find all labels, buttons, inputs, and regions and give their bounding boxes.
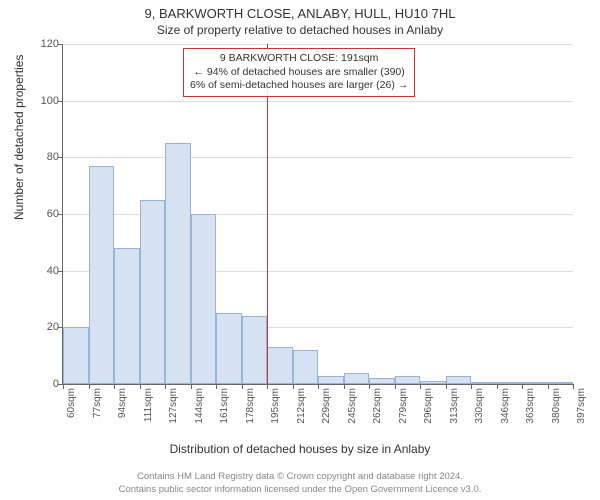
xtick-label: 229sqm	[321, 388, 332, 438]
histogram-bar	[344, 373, 370, 384]
xtick-label: 380sqm	[551, 388, 562, 438]
xtick-label: 111sqm	[143, 388, 154, 438]
xtick-label: 195sqm	[270, 388, 281, 438]
gridline	[63, 44, 573, 45]
xtick-label: 245sqm	[347, 388, 358, 438]
title-sub: Size of property relative to detached ho…	[0, 21, 600, 37]
xtick-mark	[446, 384, 447, 389]
histogram-bar	[242, 316, 268, 384]
y-axis-label: Number of detached properties	[12, 55, 26, 220]
xtick-mark	[293, 384, 294, 389]
histogram-bar	[89, 166, 115, 384]
histogram-bar	[522, 382, 548, 384]
xtick-mark	[267, 384, 268, 389]
xtick-label: 313sqm	[449, 388, 460, 438]
xtick-mark	[140, 384, 141, 389]
xtick-mark	[191, 384, 192, 389]
callout-box: 9 BARKWORTH CLOSE: 191sqm← 94% of detach…	[183, 48, 415, 97]
xtick-mark	[318, 384, 319, 389]
xtick-mark	[165, 384, 166, 389]
histogram-bar	[471, 382, 497, 384]
footer-attribution: Contains HM Land Registry data © Crown c…	[0, 471, 600, 496]
histogram-bar	[395, 376, 421, 385]
xtick-mark	[548, 384, 549, 389]
histogram-bar	[497, 382, 523, 384]
ytick-label: 100	[29, 95, 59, 107]
histogram-bar	[420, 381, 446, 384]
ytick-label: 60	[29, 208, 59, 220]
xtick-label: 296sqm	[423, 388, 434, 438]
xtick-label: 346sqm	[500, 388, 511, 438]
xtick-label: 397sqm	[576, 388, 587, 438]
xtick-mark	[522, 384, 523, 389]
callout-line: 6% of semi-detached houses are larger (2…	[190, 79, 408, 93]
xtick-mark	[497, 384, 498, 389]
ytick-label: 120	[29, 38, 59, 50]
histogram-bar	[548, 382, 574, 384]
xtick-mark	[471, 384, 472, 389]
xtick-mark	[63, 384, 64, 389]
xtick-mark	[420, 384, 421, 389]
xtick-mark	[344, 384, 345, 389]
histogram-bar	[63, 327, 89, 384]
footer-line-1: Contains HM Land Registry data © Crown c…	[0, 471, 600, 483]
histogram-bar	[165, 143, 191, 384]
xtick-label: 178sqm	[245, 388, 256, 438]
xtick-label: 60sqm	[66, 388, 77, 438]
footer-line-2: Contains public sector information licen…	[0, 484, 600, 496]
xtick-mark	[216, 384, 217, 389]
gridline	[63, 157, 573, 158]
chart-container: 9, BARKWORTH CLOSE, ANLABY, HULL, HU10 7…	[0, 0, 600, 500]
gridline	[63, 101, 573, 102]
chart-area: 02040608010012060sqm77sqm94sqm111sqm127s…	[62, 44, 572, 414]
title-main: 9, BARKWORTH CLOSE, ANLABY, HULL, HU10 7…	[0, 0, 600, 21]
histogram-bar	[114, 248, 140, 384]
histogram-bar	[267, 347, 293, 384]
plot-region: 02040608010012060sqm77sqm94sqm111sqm127s…	[62, 44, 573, 385]
ytick-label: 80	[29, 151, 59, 163]
callout-line: 9 BARKWORTH CLOSE: 191sqm	[190, 52, 408, 66]
callout-line: ← 94% of detached houses are smaller (39…	[190, 66, 408, 80]
x-axis-label: Distribution of detached houses by size …	[0, 442, 600, 456]
xtick-label: 212sqm	[296, 388, 307, 438]
xtick-label: 363sqm	[525, 388, 536, 438]
histogram-bar	[318, 376, 344, 385]
histogram-bar	[446, 376, 472, 385]
xtick-label: 161sqm	[219, 388, 230, 438]
xtick-mark	[242, 384, 243, 389]
histogram-bar	[140, 200, 166, 384]
xtick-label: 127sqm	[168, 388, 179, 438]
xtick-label: 94sqm	[117, 388, 128, 438]
xtick-mark	[573, 384, 574, 389]
xtick-label: 279sqm	[398, 388, 409, 438]
xtick-label: 262sqm	[372, 388, 383, 438]
histogram-bar	[216, 313, 242, 384]
ytick-label: 0	[29, 378, 59, 390]
xtick-label: 77sqm	[92, 388, 103, 438]
xtick-label: 330sqm	[474, 388, 485, 438]
xtick-label: 144sqm	[194, 388, 205, 438]
xtick-mark	[114, 384, 115, 389]
ytick-label: 20	[29, 321, 59, 333]
histogram-bar	[293, 350, 319, 384]
histogram-bar	[191, 214, 217, 384]
histogram-bar	[369, 378, 395, 384]
ytick-label: 40	[29, 265, 59, 277]
xtick-mark	[89, 384, 90, 389]
xtick-mark	[395, 384, 396, 389]
xtick-mark	[369, 384, 370, 389]
